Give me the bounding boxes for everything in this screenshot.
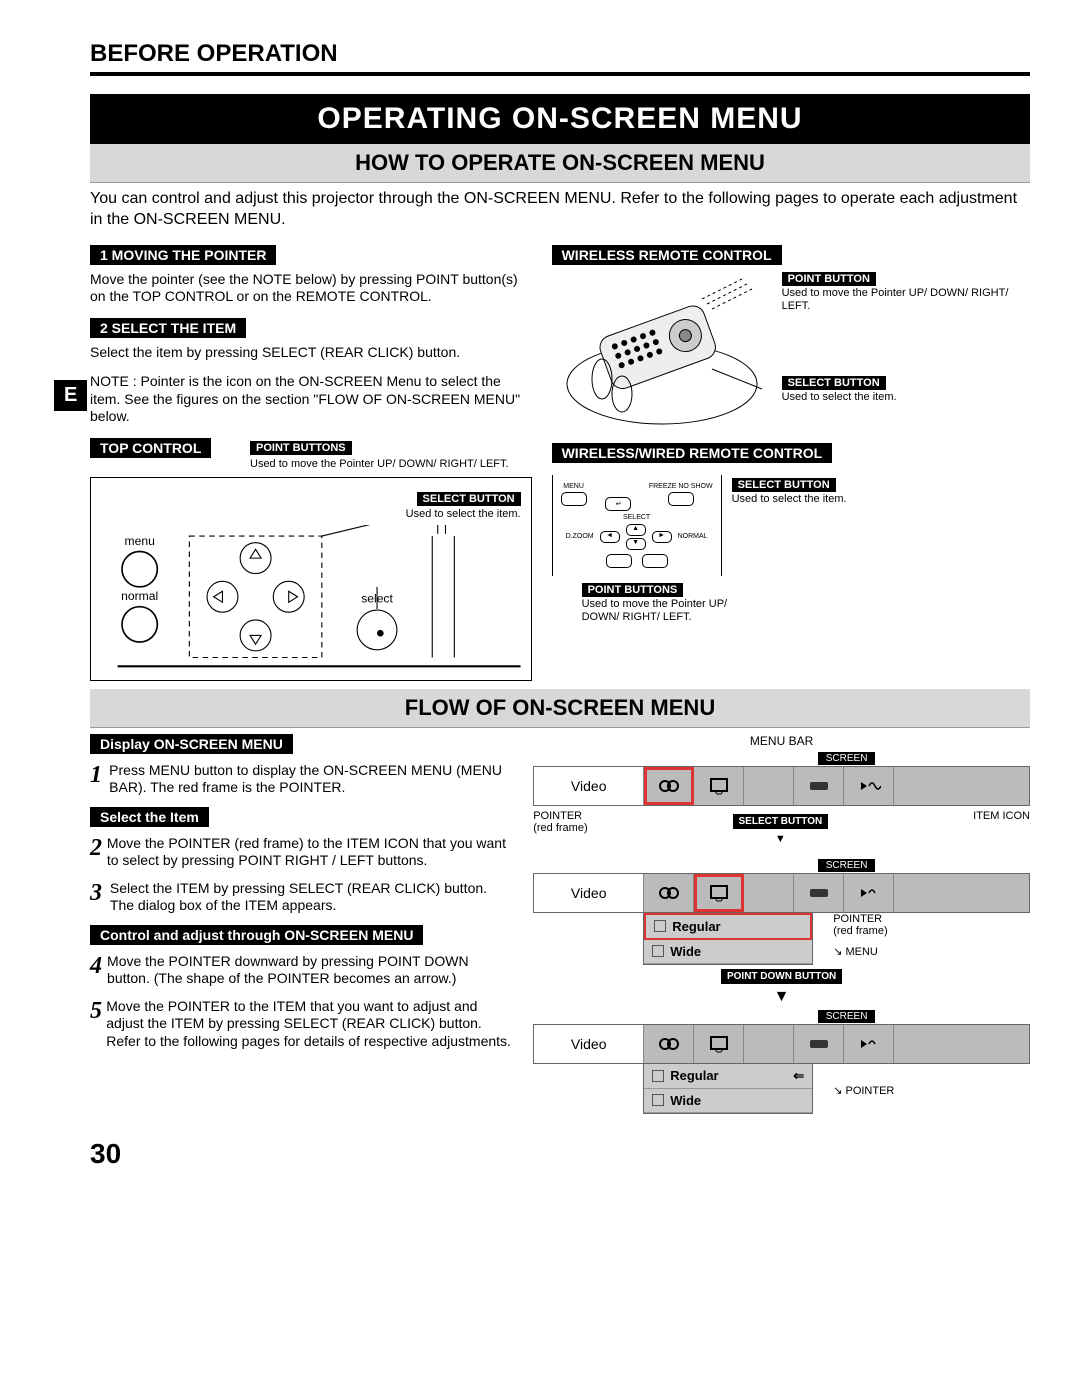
wired-point-buttons-label: POINT BUTTONS — [582, 583, 684, 597]
flow-s1: Press MENU button to display the ON-SCRE… — [109, 762, 513, 797]
wired-normal-btn: NORMAL — [678, 533, 708, 540]
svg-text:normal: normal — [121, 589, 158, 603]
menubar3-icon2 — [694, 1025, 744, 1063]
wired-freeze-btn: FREEZE NO SHOW — [649, 483, 713, 490]
dropdown2-wide: Wide — [644, 1089, 812, 1113]
screen-tag-3: SCREEN — [818, 1010, 876, 1023]
flow-h3: Control and adjust through ON-SCREEN MEN… — [90, 925, 423, 945]
wired-dzoom-btn: D.ZOOM — [566, 533, 594, 540]
intro-text: You can control and adjust this projecto… — [90, 189, 1030, 231]
wireless-point-button-label: POINT BUTTON — [782, 272, 876, 286]
arrow-down-icon: ▼ — [733, 833, 829, 845]
flow-s4: Move the POINTER downward by pressing PO… — [107, 953, 513, 988]
top-control-point-buttons-label: POINT BUTTONS — [250, 441, 352, 455]
screen-tag-1: SCREEN — [818, 752, 876, 765]
pointer-redframe-2: (red frame) — [833, 925, 887, 937]
step1-text: Move the pointer (see the NOTE below) by… — [90, 271, 532, 306]
menubar2-icon1 — [644, 874, 694, 912]
pointer-label-1: POINTER — [533, 810, 587, 822]
top-control-svg: menu normal select — [101, 525, 521, 669]
point-down-button-tag: POINT DOWN BUTTON — [721, 969, 842, 984]
section-flow: FLOW OF ON-SCREEN MENU — [90, 689, 1030, 728]
step-number-1: 1 — [90, 762, 109, 797]
menubar1-icon1 — [644, 767, 694, 805]
dropdown2-regular: Regular ⇐ — [644, 1064, 812, 1089]
menubar1-video: Video — [534, 767, 644, 805]
dropdown1-wide: Wide — [644, 940, 812, 964]
wired-select-caption: Used to select the item. — [732, 493, 1030, 506]
flow-h2: Select the Item — [90, 807, 209, 827]
menubar2-video: Video — [534, 874, 644, 912]
wireless-point-caption: Used to move the Pointer UP/ DOWN/ RIGHT… — [782, 287, 1030, 313]
pointer-redframe-1: (red frame) — [533, 822, 587, 834]
wired-select-button-label: SELECT BUTTON — [732, 478, 836, 492]
main-banner: OPERATING ON-SCREEN MENU — [90, 94, 1030, 144]
menubar3-video: Video — [534, 1025, 644, 1063]
dropdown-1: Regular Wide — [643, 912, 813, 965]
flow-h1: Display ON-SCREEN MENU — [90, 734, 293, 754]
page-title: BEFORE OPERATION — [90, 40, 1030, 76]
menubar2-icon2 — [694, 874, 744, 912]
wired-point-caption: Used to move the Pointer UP/ DOWN/ RIGHT… — [582, 598, 742, 624]
menubar1-icon5 — [844, 767, 894, 805]
step-number-2: 2 — [90, 835, 107, 870]
item-icon-label: ITEM ICON — [973, 810, 1030, 845]
menubar3-icon3 — [744, 1025, 794, 1063]
wired-menu-btn: MENU — [563, 483, 584, 490]
screen-tag-2: SCREEN — [818, 859, 876, 872]
wired-select-btn: SELECT — [561, 514, 713, 521]
menubar-3: Video — [533, 1024, 1030, 1064]
wired-remote-diagram: MENU ↵ FREEZE NO SHOW SELECT D.ZOOM ◄ ▲ … — [552, 475, 722, 576]
step2-text: Select the item by pressing SELECT (REAR… — [90, 344, 532, 362]
step2-label: 2 SELECT THE ITEM — [90, 318, 246, 338]
menubar1-icon4 — [794, 767, 844, 805]
svg-text:menu: menu — [124, 534, 154, 548]
wireless-remote-illustration — [552, 269, 772, 429]
top-control-diagram: SELECT BUTTON Used to select the item. m… — [90, 477, 532, 681]
top-control-point-caption: Used to move the Pointer UP/ DOWN/ RIGHT… — [250, 458, 509, 471]
menubar-2: Video — [533, 873, 1030, 913]
step-number-5: 5 — [90, 998, 106, 1051]
pointer-label-2: POINTER — [833, 913, 887, 925]
pointer-label-3: POINTER — [845, 1085, 894, 1097]
top-control-label: TOP CONTROL — [90, 438, 211, 458]
select-button-tag: SELECT BUTTON — [733, 814, 829, 829]
top-control-select-button-label: SELECT BUTTON — [417, 492, 521, 506]
menubar-label: MENU BAR — [533, 734, 1030, 748]
menubar2-icon4 — [794, 874, 844, 912]
flow-s3: Select the ITEM by pressing SELECT (REAR… — [110, 880, 513, 915]
menubar-1: Video — [533, 766, 1030, 806]
section-how-to-operate: HOW TO OPERATE ON-SCREEN MENU — [90, 144, 1030, 183]
dropdown1-regular: Regular — [644, 913, 812, 940]
top-control-select-caption: Used to select the item. — [101, 508, 521, 521]
menubar1-icon3 — [744, 767, 794, 805]
menubar2-icon3 — [744, 874, 794, 912]
dropdown-2: Regular ⇐ Wide — [643, 1063, 813, 1114]
menubar3-icon4 — [794, 1025, 844, 1063]
side-tab: E — [54, 380, 87, 411]
menu-label: MENU — [845, 946, 877, 958]
page-number: 30 — [90, 1138, 1030, 1170]
flow-s5: Move the POINTER to the ITEM that you wa… — [106, 998, 513, 1051]
wired-remote-label: WIRELESS/WIRED REMOTE CONTROL — [552, 443, 833, 463]
menubar1-icon2 — [694, 767, 744, 805]
menubar3-icon5 — [844, 1025, 894, 1063]
menubar3-icon1 — [644, 1025, 694, 1063]
menubar2-icon5 — [844, 874, 894, 912]
flow-s2: Move the POINTER (red frame) to the ITEM… — [107, 835, 513, 870]
arrow-down-icon-2: ▼ — [533, 988, 1030, 1006]
wireless-remote-label: WIRELESS REMOTE CONTROL — [552, 245, 782, 265]
step-number-4: 4 — [90, 953, 107, 988]
step1-label: 1 MOVING THE POINTER — [90, 245, 276, 265]
wireless-select-button-label: SELECT BUTTON — [782, 376, 886, 390]
step2-note: NOTE : Pointer is the icon on the ON-SCR… — [90, 373, 532, 426]
wireless-select-caption: Used to select the item. — [782, 391, 1030, 404]
step-number-3: 3 — [90, 880, 110, 915]
